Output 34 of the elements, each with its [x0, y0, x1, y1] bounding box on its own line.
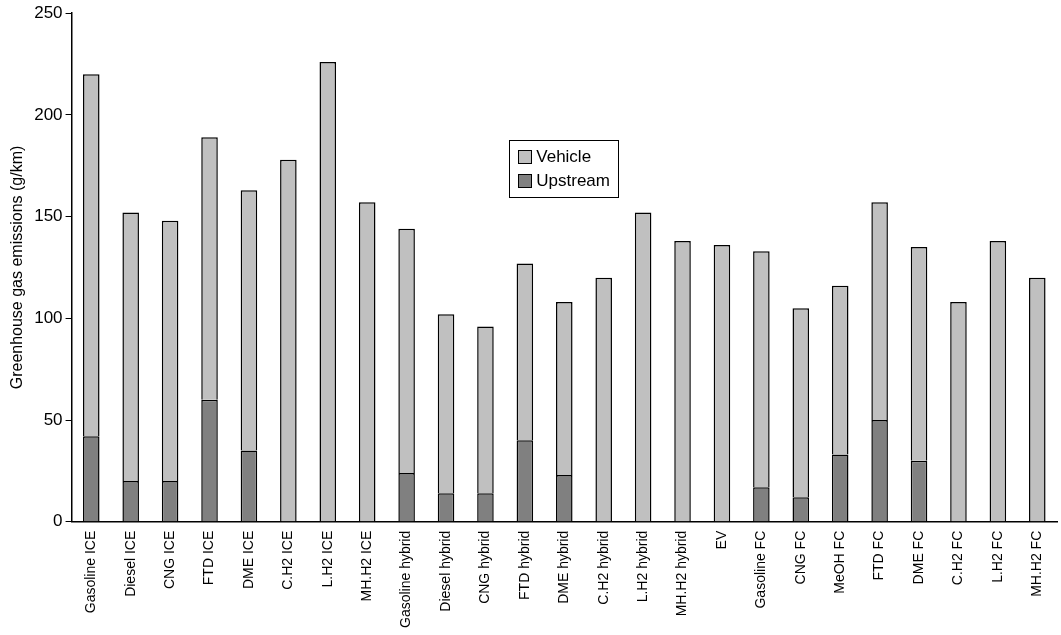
x-tick-label: MH.H2 ICE — [358, 530, 375, 602]
x-tick-label: L.H2 FC — [988, 530, 1005, 583]
x-tick-label: MH.H2 FC — [1028, 530, 1045, 597]
y-tick-label: 50 — [43, 409, 63, 429]
x-tick-label: DME ICE — [239, 530, 256, 590]
x-tick-label: EV — [712, 530, 729, 550]
x-tick-label: CNG hybrid — [476, 530, 493, 604]
x-tick-label: DME hybrid — [555, 530, 572, 604]
x-tick-label: DME FC — [909, 530, 926, 585]
x-tick-label: Diesel ICE — [121, 530, 138, 597]
x-tick-label: L.H2 hybrid — [633, 530, 650, 603]
y-tick-label: 100 — [34, 308, 63, 327]
x-tick-label: Diesel hybrid — [436, 530, 453, 612]
x-tick-label: C.H2 hybrid — [594, 530, 611, 605]
x-tick-label: Gasoline ICE — [82, 530, 99, 614]
x-tick-label: C.H2 ICE — [279, 530, 296, 590]
x-tick-label: CNG ICE — [160, 530, 177, 590]
x-tick-label: MeOH FC — [831, 530, 848, 594]
y-tick-label: 150 — [34, 206, 63, 226]
x-tick-label: MH.H2 hybrid — [673, 530, 690, 617]
x-tick-label: FTD hybrid — [515, 530, 532, 600]
y-tick-label: 200 — [34, 104, 63, 124]
x-tick-label: Gasoline FC — [752, 530, 769, 609]
x-tick-label: FTD ICE — [200, 530, 217, 586]
x-tick-label: CNG FC — [791, 530, 808, 585]
x-tick-label: C.H2 FC — [949, 530, 966, 586]
x-tick-label: Gasoline hybrid — [397, 530, 414, 629]
y-tick-label: 0 — [53, 511, 63, 531]
y-axis-title: Greenhouse gas emissions (g/km) — [8, 145, 26, 390]
legend-label: Upstream — [536, 170, 610, 193]
x-tick-label: L.H2 ICE — [318, 530, 335, 588]
x-tick-label: FTD FC — [870, 530, 887, 581]
legend-label: Vehicle — [536, 146, 592, 169]
y-tick-label: 250 — [34, 2, 63, 22]
